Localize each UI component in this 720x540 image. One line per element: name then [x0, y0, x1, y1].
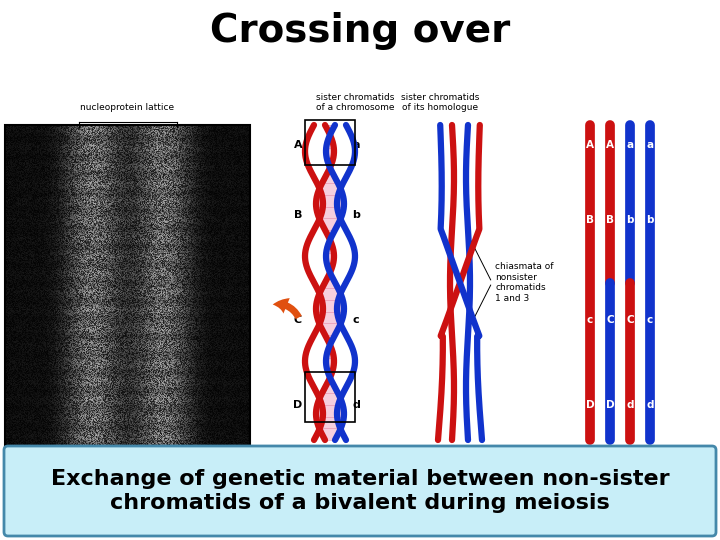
Text: a.: a. — [7, 491, 17, 501]
Text: 4: 4 — [647, 448, 653, 458]
Text: b.: b. — [310, 491, 320, 501]
Text: 1: 1 — [587, 448, 593, 458]
Text: sister chromatids
of its homologue: sister chromatids of its homologue — [401, 92, 480, 112]
Text: Bivalent
forms: Bivalent forms — [310, 460, 350, 482]
Text: C: C — [294, 315, 302, 325]
Text: d: d — [626, 400, 634, 410]
Text: 1: 1 — [311, 448, 317, 458]
Text: A: A — [606, 140, 614, 150]
Text: c: c — [647, 315, 653, 325]
Text: B: B — [606, 215, 614, 225]
Text: chiasmata of
nonsister
chromatids
1 and 3: chiasmata of nonsister chromatids 1 and … — [495, 262, 554, 302]
Text: a: a — [647, 140, 654, 150]
Text: A: A — [586, 140, 594, 150]
Polygon shape — [316, 125, 344, 440]
Text: D: D — [293, 400, 302, 410]
Text: 1: 1 — [435, 448, 441, 458]
Text: a: a — [626, 140, 634, 150]
Text: B: B — [586, 215, 594, 225]
Text: D: D — [606, 400, 614, 410]
Text: d: d — [647, 400, 654, 410]
Text: 2: 2 — [322, 448, 328, 458]
Bar — [305, 120, 355, 165]
Text: b: b — [352, 210, 360, 220]
Text: Crossing-over
has occurred: Crossing-over has occurred — [426, 460, 493, 482]
Text: c: c — [587, 315, 593, 325]
FancyArrowPatch shape — [273, 298, 302, 319]
Text: 4: 4 — [479, 448, 485, 458]
Text: Crossing over: Crossing over — [210, 12, 510, 50]
Text: D: D — [585, 400, 594, 410]
Text: Exchange of genetic material between non-sister
chromatids of a bivalent during : Exchange of genetic material between non… — [50, 469, 670, 514]
Bar — [305, 372, 355, 422]
Text: c: c — [353, 315, 359, 325]
Text: a: a — [352, 140, 360, 150]
Text: c.: c. — [420, 491, 430, 501]
Text: 3: 3 — [465, 448, 471, 458]
Text: b: b — [626, 215, 634, 225]
Text: 2: 2 — [607, 448, 613, 458]
Text: B: B — [294, 210, 302, 220]
Text: 4: 4 — [343, 448, 349, 458]
Text: sister chromatids
of a chromosome: sister chromatids of a chromosome — [316, 92, 395, 112]
Text: C: C — [626, 315, 634, 325]
Text: d: d — [352, 400, 360, 410]
Bar — [5, 125, 250, 485]
FancyBboxPatch shape — [4, 446, 716, 536]
Text: 3: 3 — [332, 448, 338, 458]
Text: 3: 3 — [627, 448, 633, 458]
Text: b: b — [647, 215, 654, 225]
Text: A: A — [294, 140, 302, 150]
Text: Daughter
chromosomes: Daughter chromosomes — [586, 460, 654, 482]
Text: C: C — [606, 315, 614, 325]
Text: nucleoprotein lattice: nucleoprotein lattice — [81, 103, 174, 112]
Text: 2: 2 — [449, 448, 455, 458]
Text: d.: d. — [572, 491, 582, 501]
